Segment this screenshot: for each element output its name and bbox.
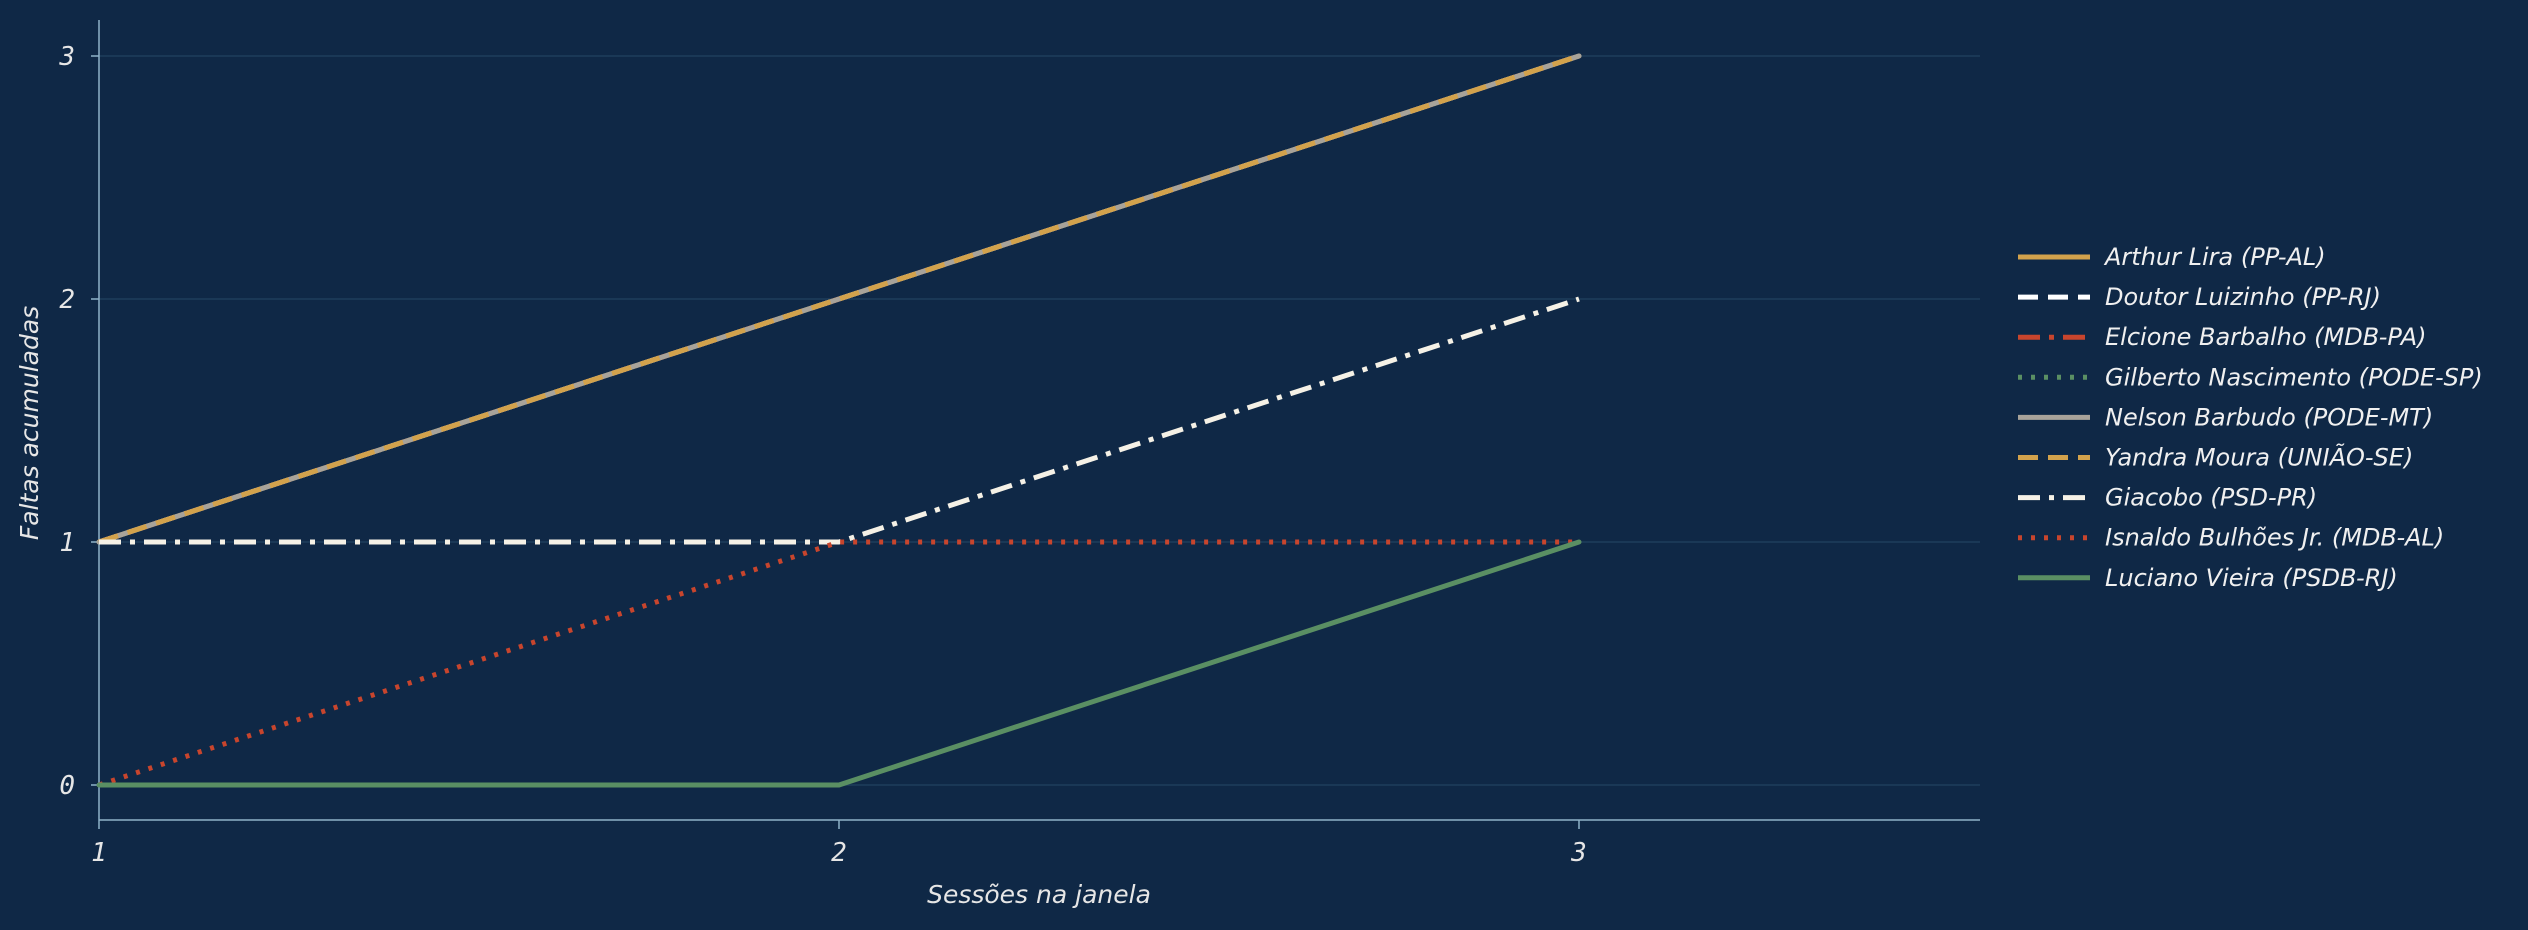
legend-label: Gilberto Nascimento (PODE-SP) bbox=[2105, 363, 2483, 391]
legend-item: Arthur Lira (PP-AL) bbox=[2018, 243, 2326, 271]
legend-item: Gilberto Nascimento (PODE-SP) bbox=[2018, 363, 2483, 391]
x-tick-label: 2 bbox=[831, 838, 847, 868]
series-line-6 bbox=[98, 53, 1580, 545]
legend-item: Isnaldo Bulhões Jr. (MDB-AL) bbox=[2018, 524, 2444, 552]
series-line-9 bbox=[96, 539, 1582, 788]
y-tick-label: 0 bbox=[59, 771, 75, 801]
legend-label: Giacobo (PSD-PR) bbox=[2105, 484, 2317, 512]
y-axis-label: Faltas acumuladas bbox=[15, 306, 44, 540]
legend-item: Nelson Barbudo (PODE-MT) bbox=[2018, 403, 2433, 431]
legend-item: Doutor Luizinho (PP-RJ) bbox=[2018, 283, 2381, 311]
x-axis-label: Sessões na janela bbox=[927, 880, 1151, 909]
y-tick-label: 3 bbox=[58, 42, 75, 72]
legend-item: Yandra Moura (UNIÃO-SE) bbox=[2018, 442, 2413, 472]
legend-label: Arthur Lira (PP-AL) bbox=[2103, 243, 2326, 271]
y-tick-label: 2 bbox=[59, 285, 75, 315]
series-line-7 bbox=[99, 296, 1580, 545]
legend-item: Elcione Barbalho (MDB-PA) bbox=[2018, 323, 2426, 351]
legend-item: Luciano Vieira (PSDB-RJ) bbox=[2018, 564, 2398, 592]
y-ticks: 0 1 2 3 bbox=[58, 42, 99, 801]
series-lines bbox=[96, 53, 1582, 788]
legend-item: Giacobo (PSD-PR) bbox=[2018, 484, 2317, 512]
y-tick-label: 1 bbox=[59, 528, 75, 558]
legend: Arthur Lira (PP-AL) Doutor Luizinho (PP-R… bbox=[2018, 243, 2483, 592]
x-ticks: 1 2 3 bbox=[91, 820, 1587, 868]
legend-label: Isnaldo Bulhões Jr. (MDB-AL) bbox=[2105, 524, 2444, 552]
legend-label: Nelson Barbudo (PODE-MT) bbox=[2105, 403, 2433, 431]
legend-label: Doutor Luizinho (PP-RJ) bbox=[2105, 283, 2381, 311]
legend-label: Luciano Vieira (PSDB-RJ) bbox=[2105, 564, 2398, 592]
legend-label: Yandra Moura (UNIÃO-SE) bbox=[2105, 442, 2413, 472]
x-tick-label: 1 bbox=[91, 838, 107, 868]
legend-label: Elcione Barbalho (MDB-PA) bbox=[2105, 323, 2426, 351]
x-tick-label: 3 bbox=[1570, 838, 1587, 868]
axes bbox=[98, 20, 1980, 821]
